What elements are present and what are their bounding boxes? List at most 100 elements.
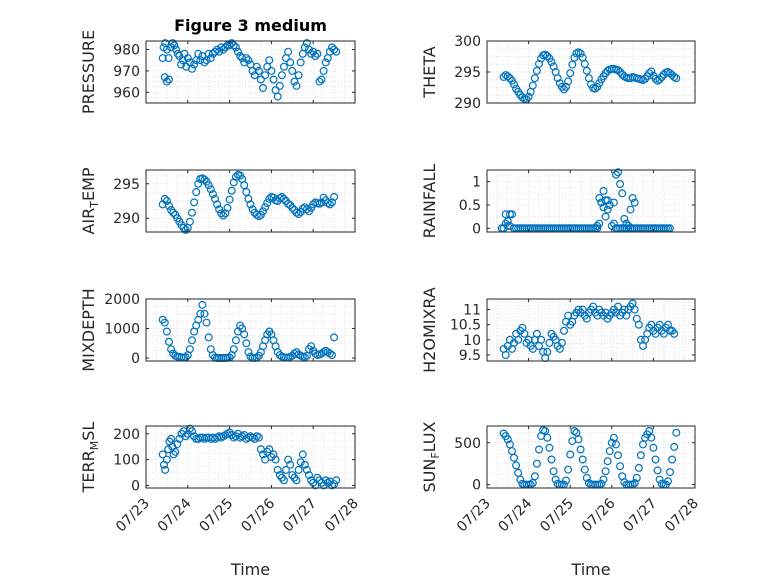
- axes-box: [486, 169, 696, 233]
- data-point: [657, 72, 666, 81]
- data-point: [595, 219, 604, 228]
- y-tick-label: 500: [454, 436, 481, 452]
- series-markers: [499, 48, 681, 104]
- data-point: [520, 329, 529, 338]
- series-markers: [158, 170, 339, 234]
- data-point: [282, 465, 291, 474]
- axes-box: [145, 298, 356, 362]
- data-point: [564, 465, 573, 474]
- data-point: [211, 47, 220, 56]
- x-tick-label: 07/23: [454, 496, 494, 536]
- data-point: [501, 219, 510, 228]
- data-point: [609, 198, 618, 207]
- subplot-4: 0 0.5 1 RAINFALL: [420, 164, 696, 239]
- y-tick-label: 200: [113, 427, 140, 443]
- data-point: [651, 455, 660, 464]
- data-point: [582, 473, 591, 482]
- data-point: [242, 188, 251, 197]
- y-tick-label: 0: [131, 478, 140, 494]
- data-point: [267, 66, 276, 75]
- data-point: [261, 71, 270, 80]
- y-axis-label: THETA: [420, 46, 439, 98]
- data-point: [162, 327, 171, 336]
- data-point: [501, 351, 510, 360]
- subplot-7: 07/23 07/24 07/25 07/26 07/27 07/28 0 100 200 TER…: [79, 422, 362, 579]
- data-point: [653, 466, 662, 475]
- data-point: [514, 468, 523, 477]
- y-tick-label: 2000: [104, 292, 140, 308]
- data-point: [302, 205, 311, 214]
- data-point: [618, 189, 627, 198]
- data-point: [244, 348, 253, 357]
- data-point: [188, 427, 197, 436]
- data-point: [188, 64, 197, 73]
- data-point: [609, 219, 618, 228]
- data-point: [547, 58, 556, 67]
- data-point: [200, 175, 209, 184]
- data-point: [603, 457, 612, 466]
- data-point: [528, 81, 537, 90]
- data-point: [269, 75, 278, 84]
- y-axis-label: RAINFALL: [420, 164, 439, 239]
- data-point: [543, 51, 552, 60]
- data-point: [200, 309, 209, 318]
- data-point: [566, 450, 575, 459]
- data-point: [242, 54, 251, 63]
- data-point: [616, 67, 625, 76]
- data-point: [225, 428, 234, 437]
- y-axis-label: SUNFLUX: [420, 421, 442, 492]
- series-markers: [499, 299, 679, 363]
- x-tick-label: 07/27: [620, 496, 660, 536]
- data-point: [325, 200, 334, 209]
- data-point: [593, 221, 602, 230]
- data-point: [162, 197, 171, 206]
- subplot-1: 960 970 980 PRESSURE: [79, 30, 356, 114]
- x-tick-label: 07/27: [280, 496, 320, 536]
- data-point: [532, 459, 541, 468]
- data-point: [179, 223, 188, 232]
- data-point: [601, 467, 610, 476]
- data-point: [229, 345, 238, 354]
- data-point: [665, 468, 674, 477]
- data-point: [559, 85, 568, 94]
- data-point: [204, 333, 213, 342]
- grid: [486, 426, 696, 488]
- data-point: [634, 320, 643, 329]
- data-point: [298, 450, 307, 459]
- y-tick-label: 100: [113, 453, 140, 469]
- data-point: [670, 442, 679, 451]
- data-point: [196, 309, 205, 318]
- data-point: [286, 460, 295, 469]
- data-point: [305, 45, 314, 54]
- data-point: [630, 479, 639, 488]
- data-point: [505, 74, 514, 83]
- data-point: [313, 49, 322, 58]
- y-tick-label: 11: [463, 303, 481, 319]
- y-tick-label: 970: [113, 64, 140, 80]
- data-point: [597, 479, 606, 488]
- y-tick-label: 300: [454, 34, 481, 50]
- data-point: [160, 318, 169, 327]
- data-point: [601, 196, 610, 205]
- data-point: [530, 74, 539, 83]
- data-point: [668, 455, 677, 464]
- data-point: [551, 475, 560, 484]
- data-point: [219, 211, 228, 220]
- data-point: [574, 435, 583, 444]
- data-point: [649, 443, 658, 452]
- data-point: [553, 74, 562, 83]
- grid: [486, 40, 696, 104]
- x-tick-label: 07/26: [238, 495, 278, 535]
- data-point: [183, 54, 192, 63]
- data-point: [532, 66, 541, 75]
- grid: [486, 169, 696, 232]
- data-point: [516, 475, 525, 484]
- data-point: [330, 45, 339, 54]
- data-point: [315, 199, 324, 208]
- data-point: [273, 92, 282, 101]
- data-point: [261, 203, 270, 212]
- y-tick-label: 0: [131, 351, 140, 367]
- data-point: [160, 194, 169, 203]
- x-tick-label: 07/28: [322, 496, 362, 536]
